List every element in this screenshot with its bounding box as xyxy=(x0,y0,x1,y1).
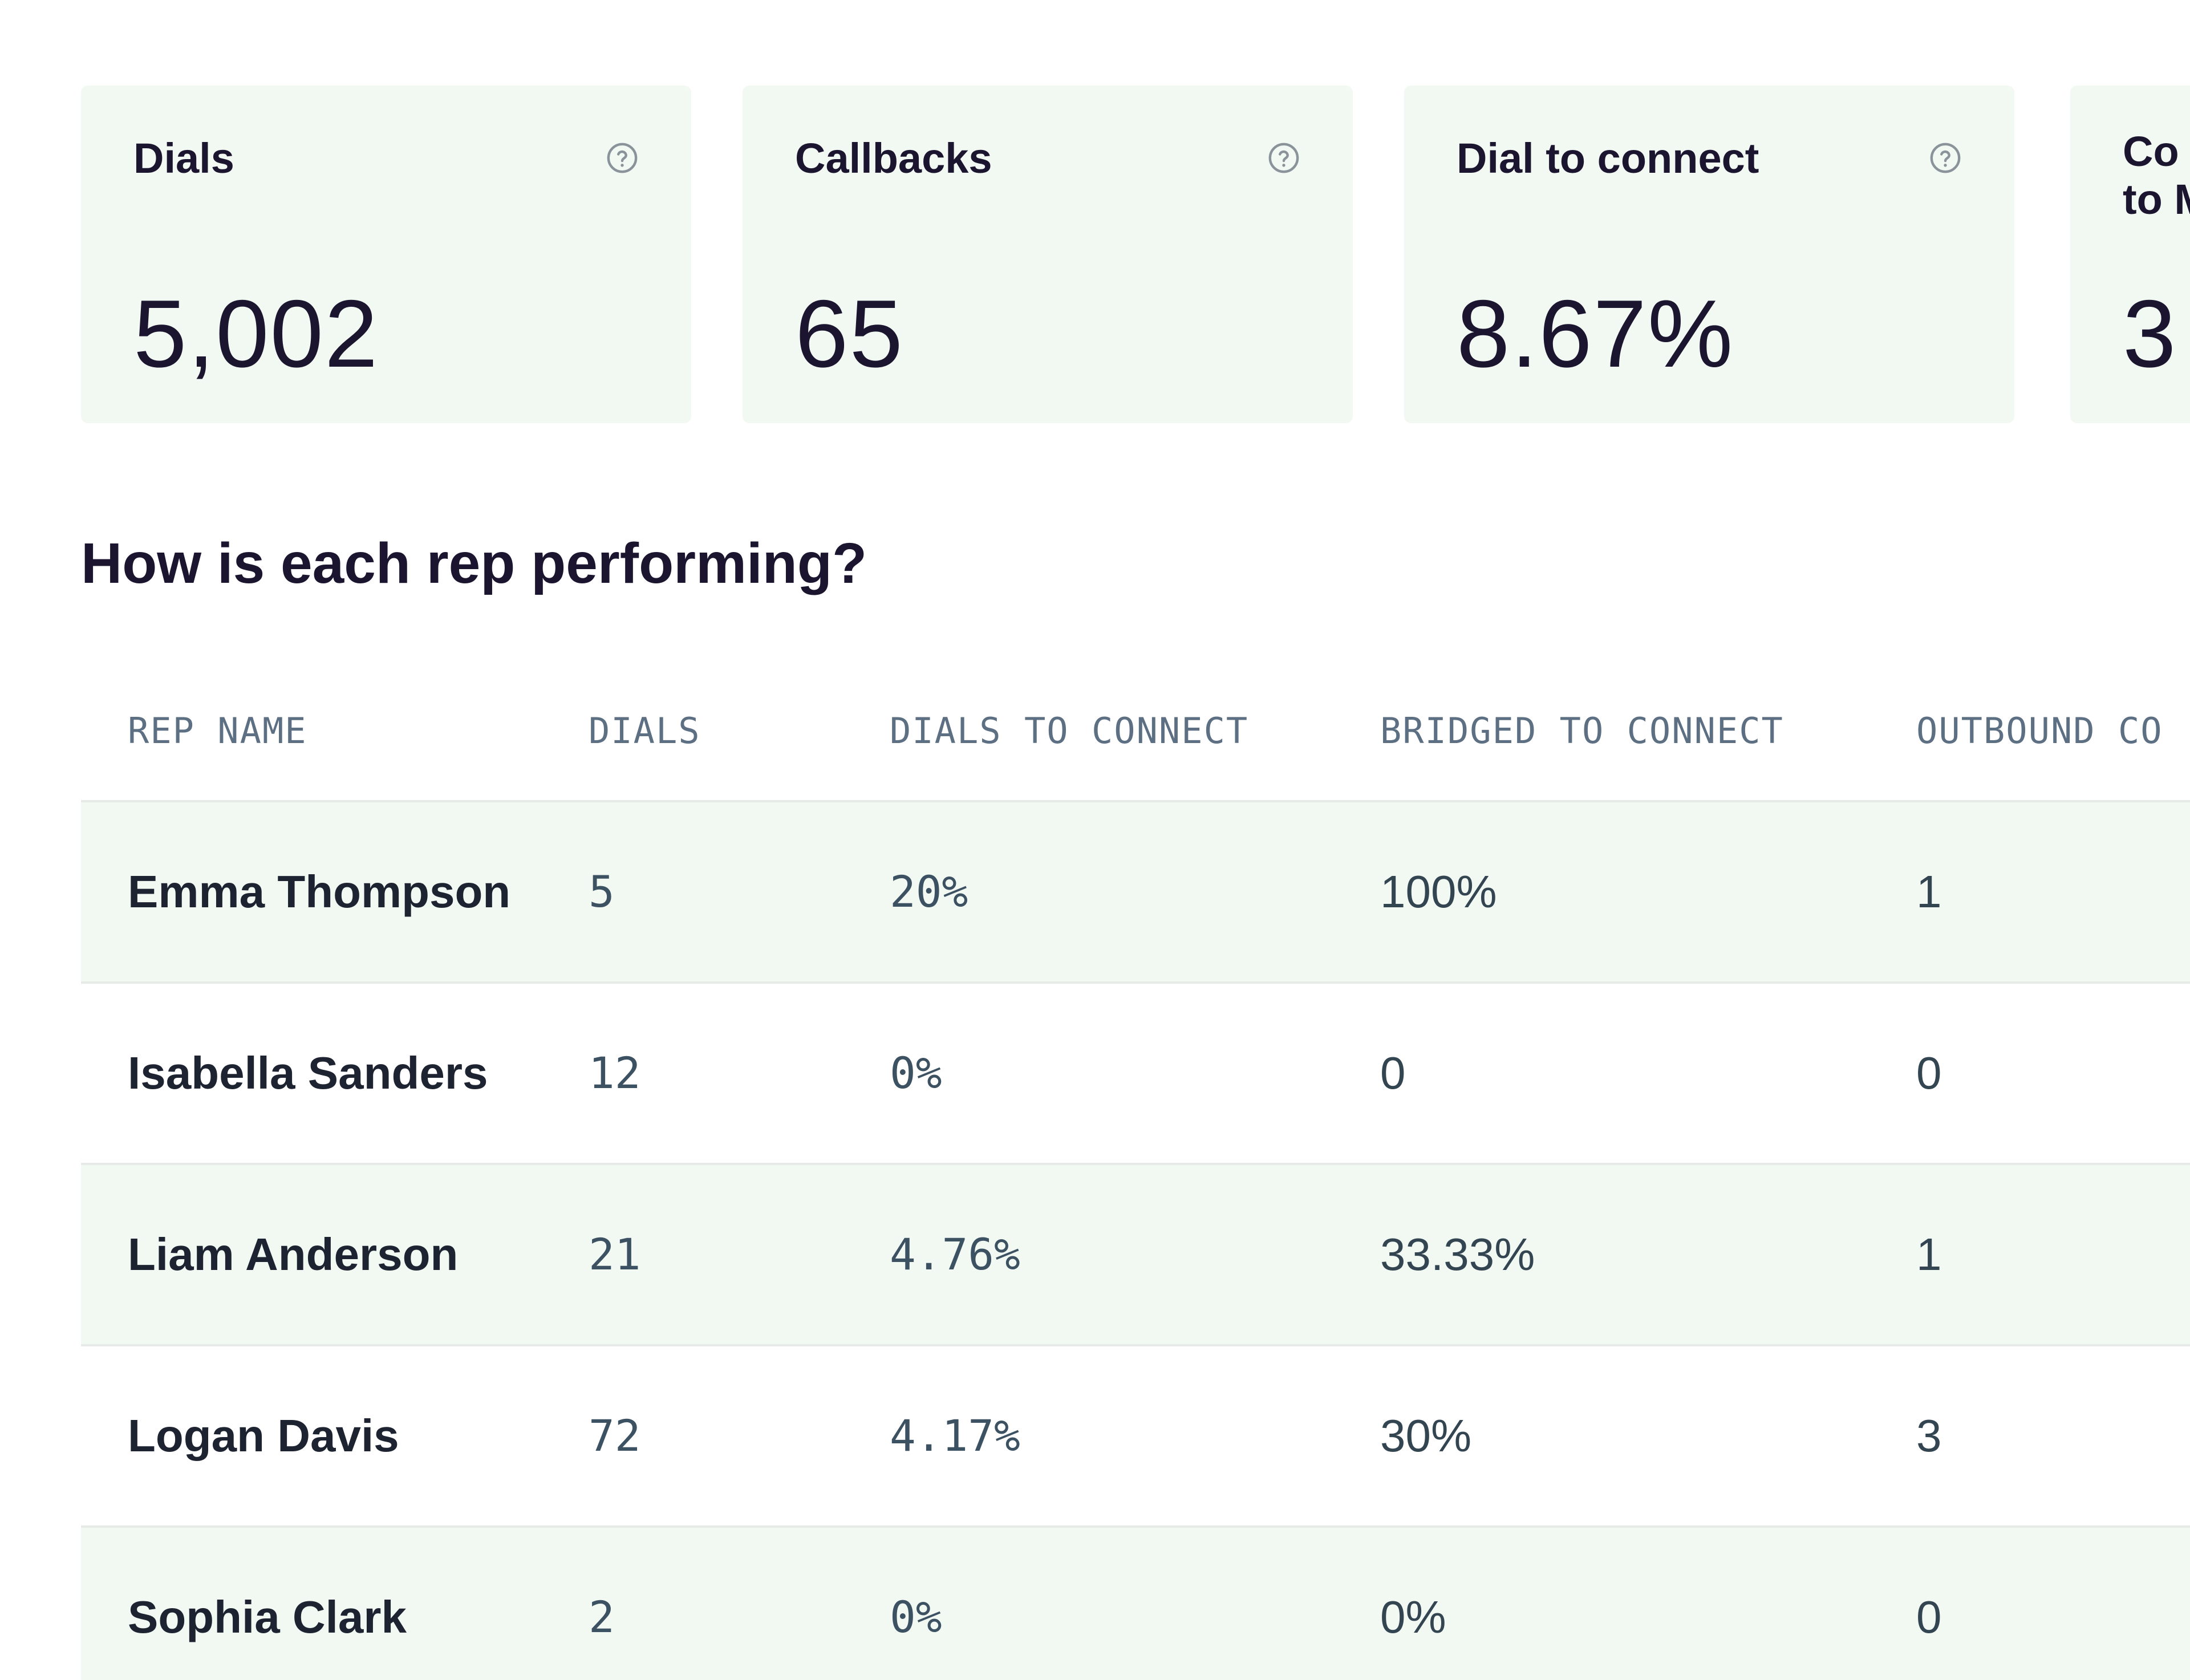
stat-card-title: Co to M xyxy=(2123,128,2190,223)
bridged-to-connect-cell: 30% xyxy=(1380,1410,1472,1461)
rep-performance-table: REP NAME DIALS DIALS TO CONNECT BRIDGED … xyxy=(81,676,2190,1680)
help-circle-icon[interactable] xyxy=(1267,141,1300,175)
outbound-cell: 1 xyxy=(1916,866,1942,917)
bridged-to-connect-cell: 0 xyxy=(1380,1048,1406,1098)
dials-cell: 12 xyxy=(589,1048,641,1098)
bridged-to-connect-cell: 100% xyxy=(1380,866,1497,917)
dials-cell: 21 xyxy=(589,1229,641,1280)
column-header-bridged-to-connect[interactable]: BRIDGED TO CONNECT xyxy=(1380,710,1784,752)
table-header: REP NAME DIALS DIALS TO CONNECT BRIDGED … xyxy=(81,676,2190,802)
stat-cards: Dials 5,002 Callbacks 65 Dial to connect xyxy=(0,0,2190,456)
outbound-cell: 3 xyxy=(1916,1410,1942,1461)
table-row[interactable]: Logan Davis 72 4.17% 30% 3 xyxy=(81,1346,2190,1528)
stat-card-value: 65 xyxy=(795,280,904,387)
stat-card-value: 3 xyxy=(2123,280,2177,387)
help-circle-icon[interactable] xyxy=(606,141,639,175)
dials-to-connect-cell: 4.17% xyxy=(890,1410,1020,1461)
dials-cell: 72 xyxy=(589,1410,641,1461)
column-header-dials[interactable]: DIALS xyxy=(589,710,701,752)
dials-to-connect-cell: 0% xyxy=(890,1048,942,1098)
rep-name-cell: Logan Davis xyxy=(128,1410,399,1461)
dials-cell: 5 xyxy=(589,866,615,917)
rep-name-cell: Isabella Sanders xyxy=(128,1048,488,1098)
table-row[interactable]: Emma Thompson 5 20% 100% 1 xyxy=(81,802,2190,984)
rep-name-cell: Emma Thompson xyxy=(128,866,511,917)
dials-to-connect-cell: 20% xyxy=(890,866,968,917)
outbound-cell: 0 xyxy=(1916,1048,1942,1098)
stat-card-value: 8.67% xyxy=(1457,280,1734,387)
column-header-outbound[interactable]: OUTBOUND CO xyxy=(1916,710,2163,752)
bridged-to-connect-cell: 33.33% xyxy=(1380,1229,1535,1280)
stat-card-value: 5,002 xyxy=(133,280,379,387)
stat-card-callbacks: Callbacks 65 xyxy=(743,86,1353,423)
rep-name-cell: Sophia Clark xyxy=(128,1592,407,1642)
dials-to-connect-cell: 4.76% xyxy=(890,1229,1020,1280)
table-row[interactable]: Sophia Clark 2 0% 0% 0 xyxy=(81,1528,2190,1680)
bridged-to-connect-cell: 0% xyxy=(1380,1592,1446,1642)
stat-card-dials: Dials 5,002 xyxy=(81,86,691,423)
stat-card-dial-to-connect: Dial to connect 8.67% xyxy=(1404,86,2014,423)
dials-cell: 2 xyxy=(589,1592,615,1642)
column-header-dials-to-connect[interactable]: DIALS TO CONNECT xyxy=(890,710,1249,752)
outbound-cell: 0 xyxy=(1916,1592,1942,1642)
outbound-cell: 1 xyxy=(1916,1229,1942,1280)
stat-card-title: Callbacks xyxy=(795,135,992,182)
stat-card-partial: Co to M 3 xyxy=(2070,86,2190,423)
help-circle-icon[interactable] xyxy=(1929,141,1962,175)
section-title: How is each rep performing? xyxy=(81,531,867,595)
rep-name-cell: Liam Anderson xyxy=(128,1229,459,1280)
column-header-rep-name[interactable]: REP NAME xyxy=(128,710,307,752)
dials-to-connect-cell: 0% xyxy=(890,1592,942,1642)
table-row[interactable]: Isabella Sanders 12 0% 0 0 xyxy=(81,984,2190,1165)
table-row[interactable]: Liam Anderson 21 4.76% 33.33% 1 xyxy=(81,1165,2190,1346)
stat-card-title: Dial to connect xyxy=(1457,135,1759,182)
stat-card-title: Dials xyxy=(133,135,234,182)
